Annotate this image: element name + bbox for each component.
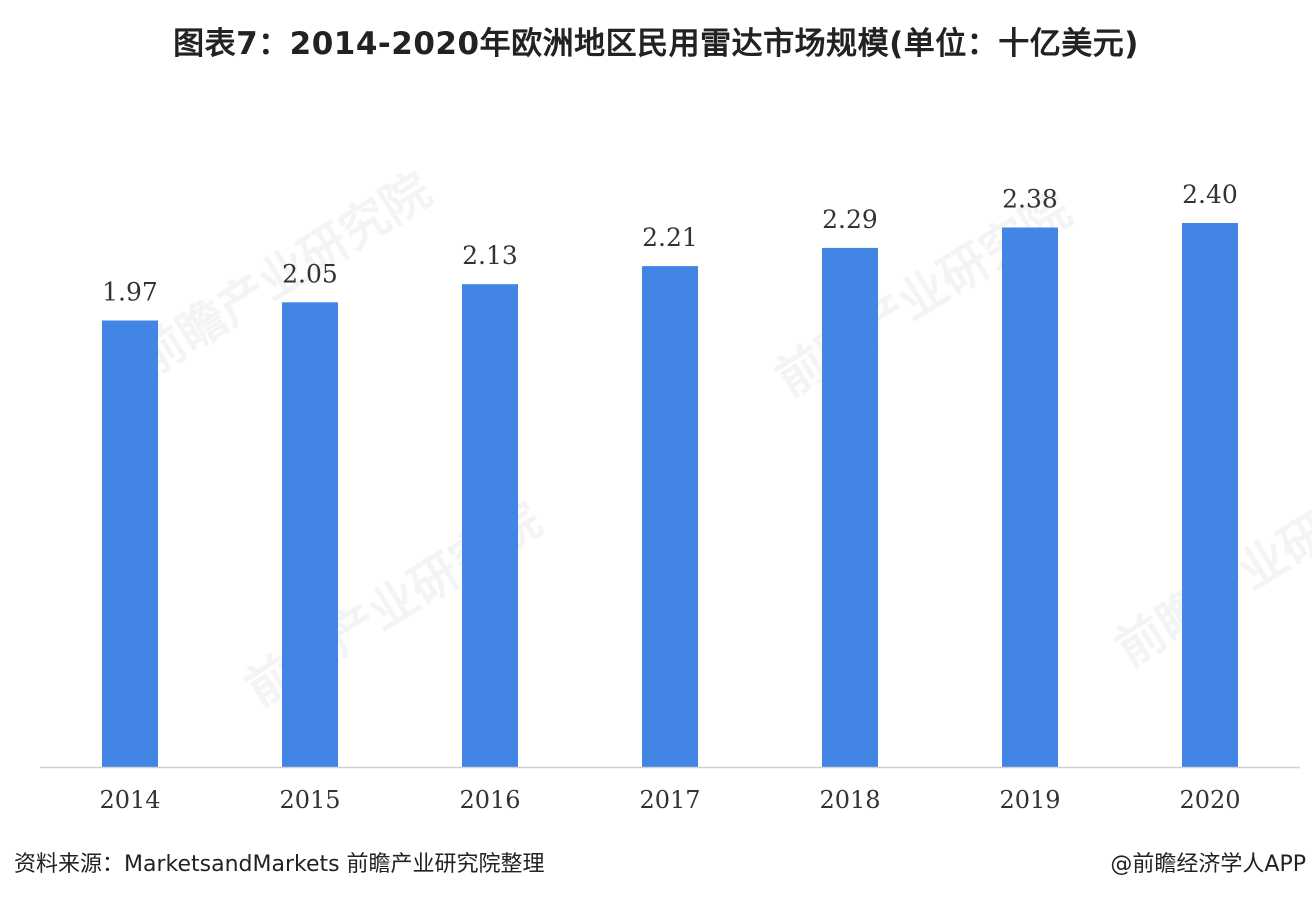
bar-2016 — [462, 284, 518, 767]
bar-2020 — [1182, 223, 1238, 767]
bar-2019 — [1002, 227, 1058, 767]
credit-note: @前瞻经济学人APP — [1110, 852, 1306, 877]
data-label-2016: 2.13 — [462, 241, 518, 270]
x-tick-label-2015: 2015 — [279, 786, 340, 814]
x-tick-labels-layer: 2014 2015 2016 2017 2018 2019 2020 — [99, 786, 1240, 814]
x-tick-label-2017: 2017 — [639, 786, 700, 814]
x-tick-label-2014: 2014 — [99, 786, 160, 814]
data-labels-layer: 1.97 2.05 2.13 2.21 2.29 2.38 2.40 — [102, 180, 1238, 307]
data-label-2019: 2.38 — [1002, 185, 1058, 214]
bar-2018 — [822, 247, 878, 767]
data-label-2017: 2.21 — [642, 223, 698, 252]
x-tick-label-2020: 2020 — [1179, 786, 1240, 814]
x-tick-label-2016: 2016 — [459, 786, 520, 814]
data-label-2014: 1.97 — [102, 278, 158, 307]
data-label-2020: 2.40 — [1182, 180, 1238, 209]
x-tick-label-2019: 2019 — [999, 786, 1060, 814]
bar-2014 — [102, 320, 158, 767]
bar-2015 — [282, 302, 338, 767]
data-label-2015: 2.05 — [282, 259, 338, 288]
data-label-2018: 2.29 — [822, 205, 878, 234]
chart-title: 图表7：2014-2020年欧洲地区民用雷达市场规模(单位：十亿美元) — [173, 26, 1139, 62]
bar-2017 — [642, 266, 698, 767]
source-note: 资料来源：MarketsandMarkets 前瞻产业研究院整理 — [14, 852, 545, 877]
bars-layer — [102, 223, 1238, 767]
x-tick-label-2018: 2018 — [819, 786, 880, 814]
